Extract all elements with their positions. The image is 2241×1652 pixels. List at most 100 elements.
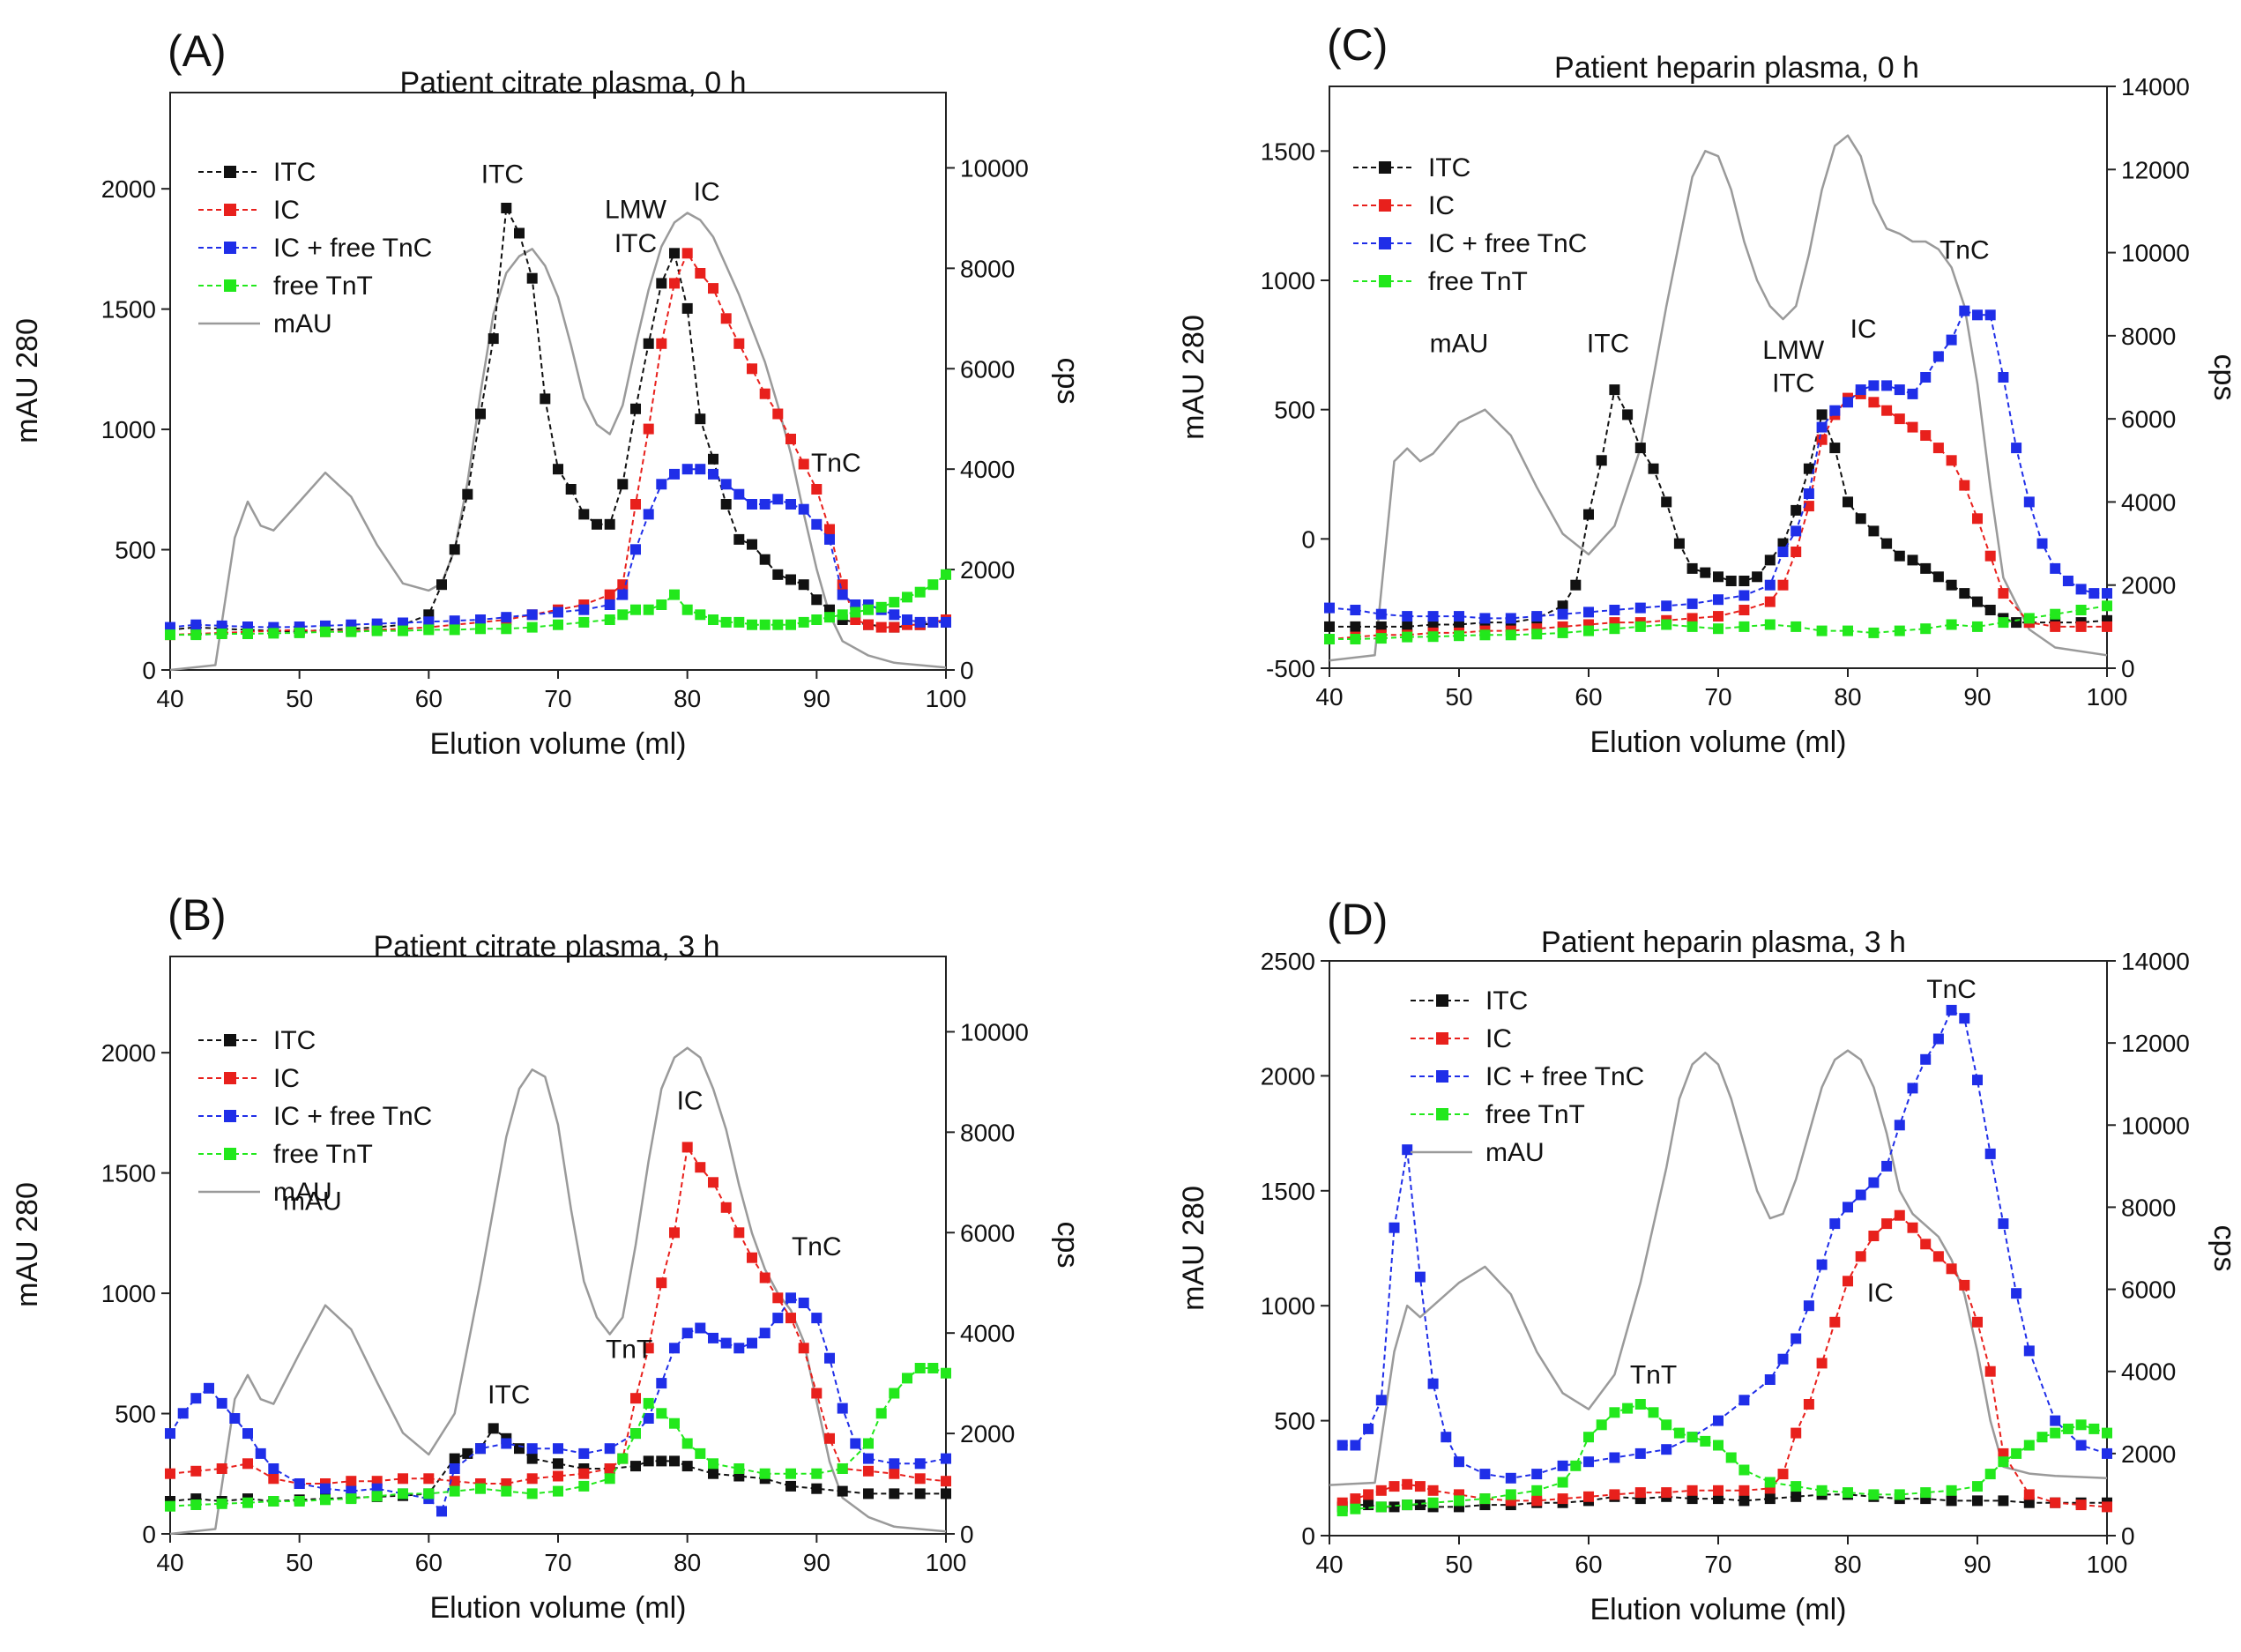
data-point [708,453,718,465]
data-point [1336,1440,1348,1451]
legend-swatch [1436,1032,1448,1045]
data-point [1855,1251,1866,1262]
data-point [423,624,435,636]
data-point [889,597,900,608]
data-point [863,1465,874,1477]
data-point [889,1458,900,1470]
data-point [1375,621,1387,632]
data-point [2011,1447,2022,1459]
data-point [2050,1497,2061,1508]
data-point [720,313,732,324]
x-tick-label: 70 [1704,1551,1731,1578]
data-point [1752,571,1763,583]
data-point [1932,1033,1944,1045]
data-point [553,1485,563,1497]
chart-panel-d: 40 50 60 70 80 90 1000500100015002000250002000… [1177,895,2241,1626]
data-point [2075,1419,2087,1431]
data-point [1920,1053,1932,1065]
data-point [695,1447,706,1459]
data-point [1777,1469,1789,1480]
data-point [1622,409,1634,420]
series-free-tnt [165,569,951,641]
data-point [681,1438,693,1449]
data-point [2023,1497,2035,1508]
series-line-ic-free-tnc [169,468,946,629]
legend-label: ITC [273,1026,316,1055]
data-point [656,1408,667,1419]
data-point [811,614,823,625]
data-point [1791,547,1802,557]
data-point [1764,579,1776,591]
legend-label: IC [273,196,300,225]
y2-tick-label: 2000 [960,556,1015,584]
data-point [1402,1499,1413,1511]
data-point [733,616,745,628]
data-point [1972,621,1983,632]
legend-item: IC + free TnC [198,234,432,263]
data-point [604,589,615,600]
data-point [553,619,563,630]
data-point [747,1252,757,1263]
data-point [1738,605,1750,615]
series-line-ic [169,1144,947,1485]
x-tick-label: 70 [544,1549,571,1576]
data-point [889,621,900,633]
data-point [708,614,718,625]
data-point [2050,1415,2061,1426]
data-point [759,1272,771,1284]
data-point [630,1428,641,1440]
data-point [2023,1345,2035,1357]
data-point [1738,590,1750,601]
y2-axis-title: cps [2207,354,2241,401]
x-tick-label: 90 [1963,683,1991,711]
data-point [798,458,809,470]
data-point [1583,1432,1594,1443]
data-point [2075,1440,2087,1451]
data-point [1454,1456,1464,1468]
data-point [526,621,538,633]
data-point [578,1468,590,1479]
legend-swatch [1379,199,1391,212]
series-ic [165,248,951,641]
legend-swatch [1436,1108,1448,1120]
data-point [268,1496,279,1507]
data-point [1686,1432,1698,1443]
data-point [578,1480,590,1492]
data-point [1648,1407,1659,1418]
data-point [1700,567,1711,578]
legend-item: ITC [198,1026,316,1055]
data-point [1907,554,1918,566]
data-point [190,1393,202,1404]
data-point [1764,1477,1776,1488]
data-point [643,1455,654,1467]
data-point [1920,1487,1932,1499]
x-tick-label: 100 [2087,1551,2128,1578]
data-point [1661,619,1672,630]
data-point [1829,405,1841,416]
data-point [1959,305,1970,316]
data-point [656,338,667,349]
data-point [785,574,796,585]
data-point [1932,351,1944,362]
data-point [669,589,680,600]
data-point [2023,496,2035,508]
data-point [941,616,951,628]
legend-label: free TnT [273,1140,373,1169]
data-point [1972,1075,1983,1086]
data-point [798,616,809,628]
data-point [1402,621,1413,632]
y2-tick-label: 4000 [960,456,1015,483]
data-point [617,579,629,591]
data-point [785,619,796,630]
data-point [1427,619,1439,630]
series-itc [165,203,951,637]
data-point [1868,1489,1880,1500]
data-point [733,1463,745,1474]
x-tick-label: 50 [1445,683,1472,711]
data-point [1946,1485,1957,1496]
data-point [294,1496,305,1507]
peak-annotation: TnT [1630,1361,1677,1390]
data-point [1998,1456,2009,1468]
data-point [1661,496,1672,508]
data-point [1414,1499,1426,1511]
